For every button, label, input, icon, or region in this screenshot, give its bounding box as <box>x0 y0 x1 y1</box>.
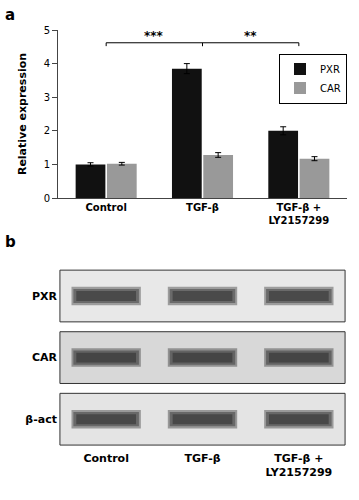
svg-text:***: *** <box>144 29 164 43</box>
svg-text:a: a <box>5 6 15 24</box>
svg-text:5: 5 <box>44 25 50 36</box>
svg-text:1: 1 <box>44 159 50 170</box>
svg-text:β-act: β-act <box>25 413 57 426</box>
svg-text:CAR: CAR <box>320 83 341 94</box>
svg-text:b: b <box>5 233 16 251</box>
svg-text:TGF-β +LY2157299: TGF-β +LY2157299 <box>268 202 329 226</box>
svg-text:PXR: PXR <box>320 64 340 75</box>
svg-text:3: 3 <box>44 92 50 103</box>
svg-text:2: 2 <box>44 125 50 136</box>
svg-text:Relative expression: Relative expression <box>16 53 29 175</box>
svg-text:TGF-β: TGF-β <box>186 202 219 213</box>
svg-text:CAR: CAR <box>32 351 58 364</box>
svg-text:**: ** <box>244 29 257 43</box>
svg-text:Control: Control <box>83 452 128 465</box>
svg-text:TGF-β +LY2157299: TGF-β +LY2157299 <box>265 452 332 479</box>
svg-text:4: 4 <box>44 58 50 69</box>
svg-text:TGF-β: TGF-β <box>184 452 220 465</box>
svg-text:PXR: PXR <box>32 290 58 303</box>
svg-text:Control: Control <box>85 202 126 213</box>
svg-text:0: 0 <box>44 193 50 204</box>
